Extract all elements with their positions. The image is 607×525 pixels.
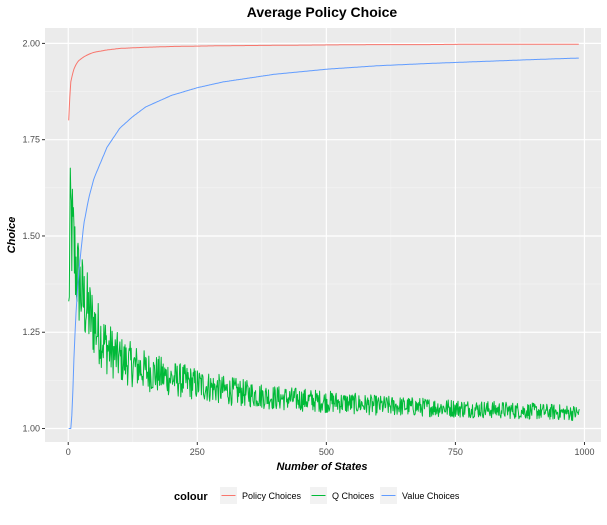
y-tick-label: 1.00 — [22, 424, 40, 434]
series-line-value-choices — [68, 57, 579, 429]
x-tick-label: 750 — [448, 447, 463, 457]
y-tick-label: 1.50 — [22, 231, 40, 241]
legend-title: colour — [174, 491, 208, 503]
grid-minor — [45, 28, 601, 442]
chart-title: Average Policy Choice — [247, 4, 398, 20]
series-layer — [68, 43, 580, 429]
x-tick-label: 250 — [190, 447, 205, 457]
series-line-policy-choices — [68, 43, 579, 121]
series-line-q-choices — [68, 167, 580, 421]
x-tick-label: 1000 — [574, 447, 594, 457]
y-tick-label: 2.00 — [22, 38, 40, 48]
y-axis-title: Choice — [6, 217, 18, 254]
legend-label-policy-choices: Policy Choices — [242, 491, 302, 501]
legend-label-q-choices: Q Choices — [332, 491, 375, 501]
legend: colour Policy Choices Q Choices Value Choi… — [174, 487, 460, 504]
plot-panel — [45, 28, 601, 442]
legend-label-value-choices: Value Choices — [402, 491, 460, 501]
x-tick-label: 0 — [66, 447, 71, 457]
x-axis: 0 250 500 750 1000 — [66, 442, 594, 457]
y-tick-label: 1.25 — [22, 327, 40, 337]
y-axis: 1.00 1.25 1.50 1.75 2.00 — [22, 38, 45, 434]
y-tick-label: 1.75 — [22, 135, 40, 145]
x-axis-title: Number of States — [276, 461, 367, 473]
x-tick-label: 500 — [319, 447, 334, 457]
